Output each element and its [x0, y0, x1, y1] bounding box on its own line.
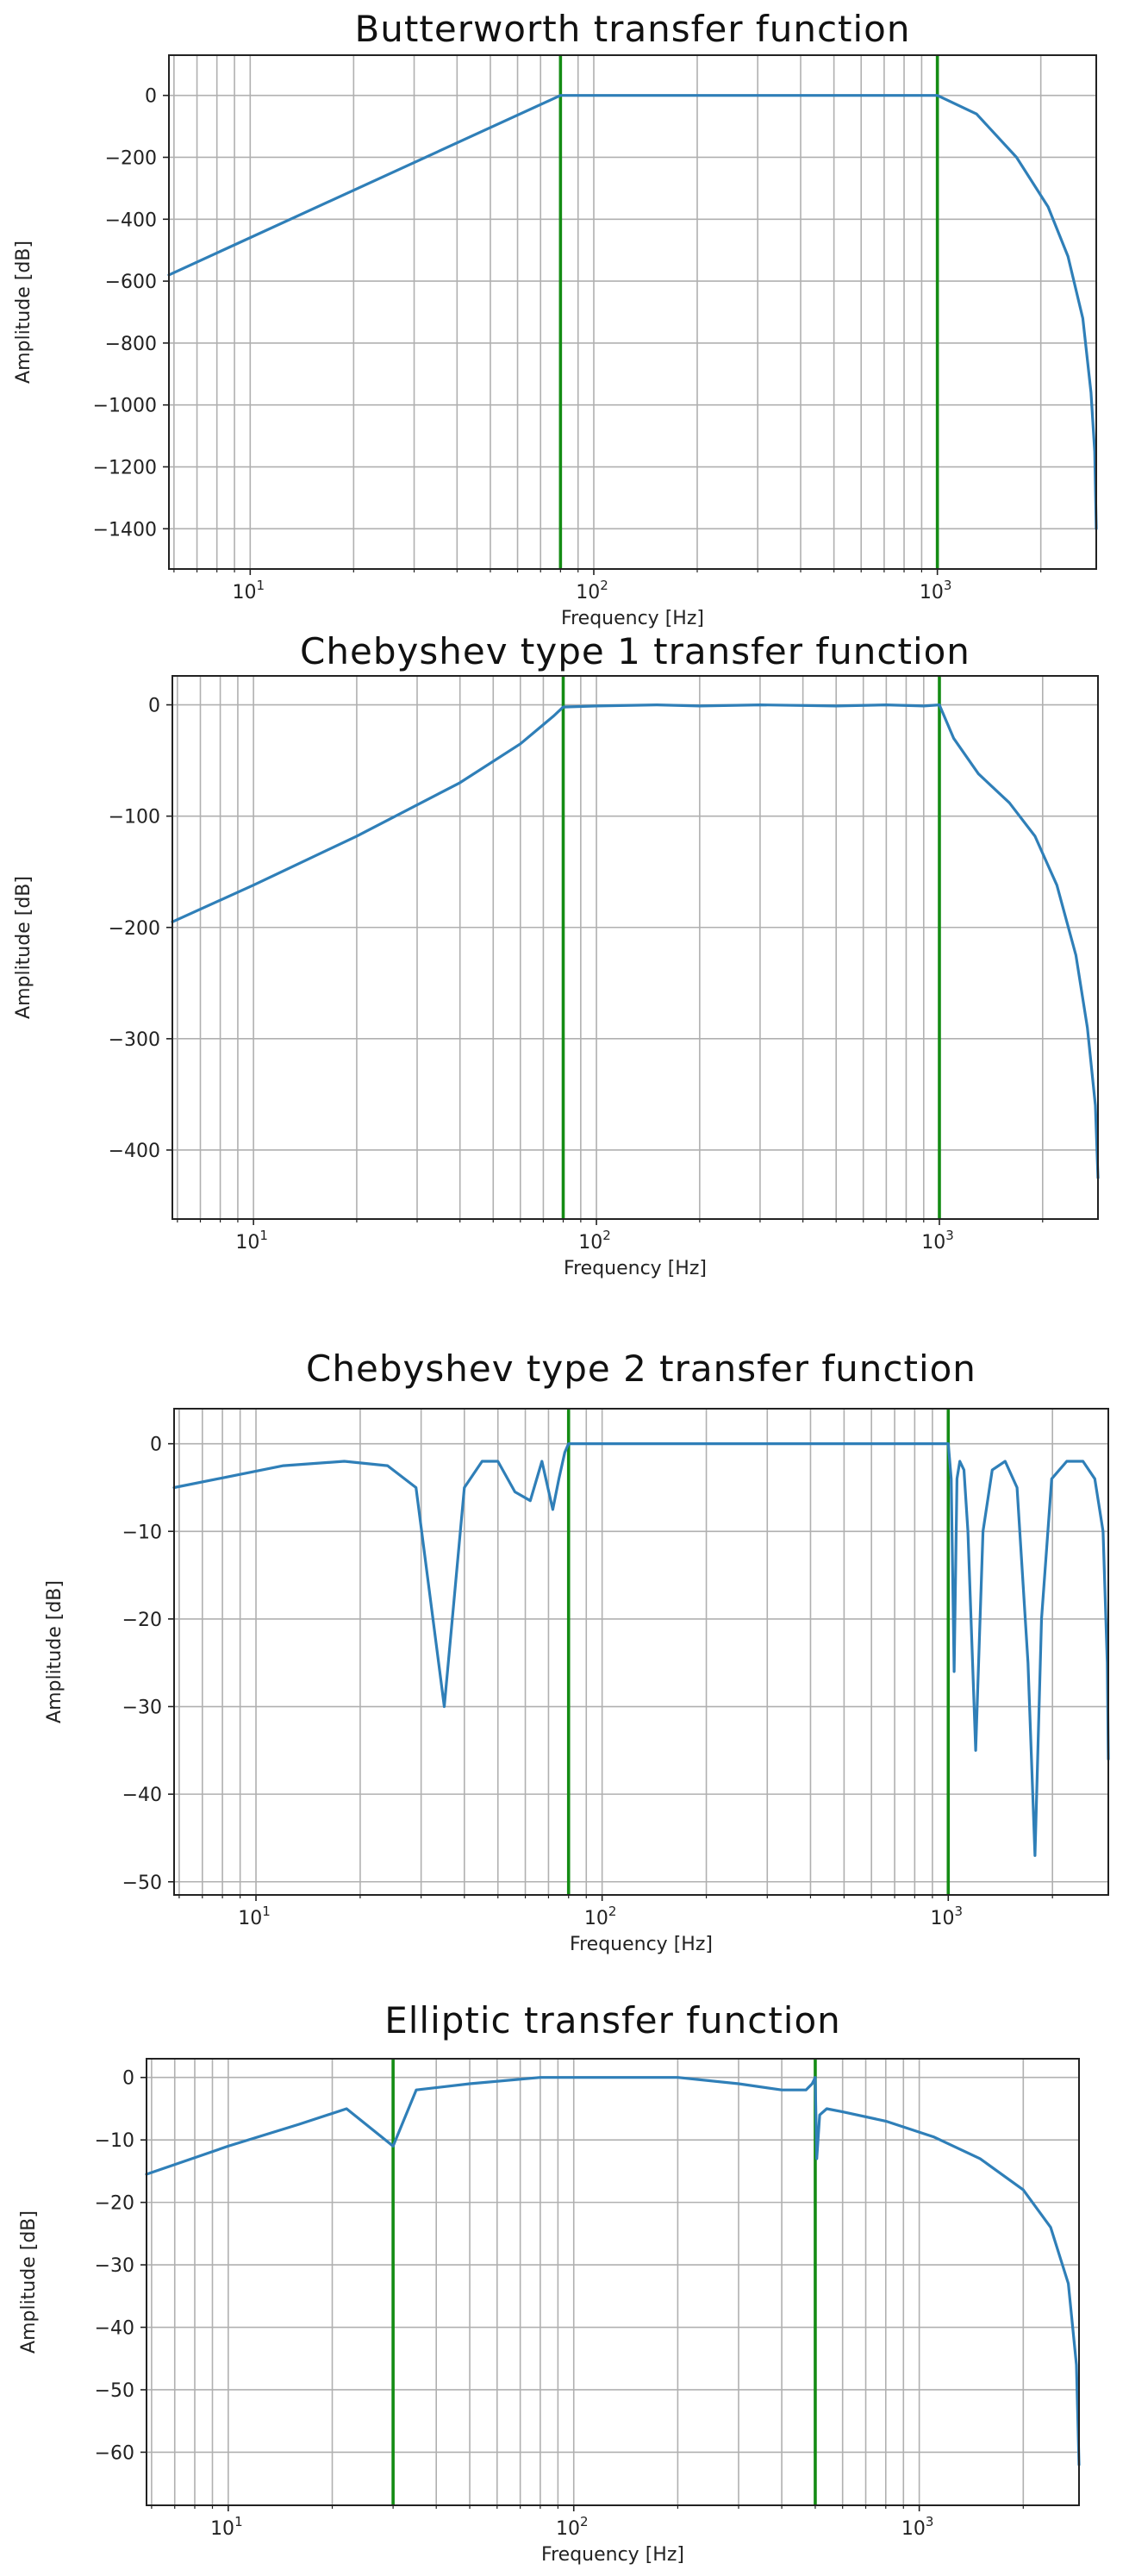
y-tick-label: 0 — [150, 1435, 162, 1456]
chart-2: Chebyshev type 1 transfer function 0 −100 −… — [13, 630, 1100, 1279]
y-tick-label: −100 — [109, 807, 160, 828]
y-tick-label: 0 — [145, 86, 157, 108]
y-tick-label: −40 — [122, 1785, 162, 1806]
x-tick-label: 103 — [931, 1904, 964, 1929]
x-tick-label: 102 — [578, 1228, 611, 1254]
chart-1: Butterworth transfer function 0 −200 −400 −6… — [13, 8, 1098, 629]
plot-frame — [146, 2058, 1080, 2506]
y-tick-label: −60 — [95, 2442, 134, 2464]
y-tick-label: −1000 — [93, 396, 157, 417]
grid — [172, 676, 1098, 1219]
x-tick-label: 103 — [901, 2514, 934, 2540]
y-tick-label: −600 — [105, 272, 157, 293]
x-tick-label: 101 — [238, 1904, 271, 1929]
y-tick-label: −10 — [95, 2130, 134, 2152]
y-tick-label: −50 — [95, 2380, 134, 2402]
x-tick-label: 102 — [584, 1904, 617, 1929]
y-tick-label: −200 — [109, 918, 160, 940]
x-tick-label: 102 — [576, 578, 608, 603]
plot-frame — [172, 675, 1099, 1220]
y-tick-label: −10 — [122, 1522, 162, 1543]
y-tick-label: −300 — [109, 1029, 160, 1051]
chart-title: Butterworth transfer function — [354, 8, 910, 50]
x-axis-label: Frequency [Hz] — [561, 608, 704, 629]
y-tick-label: −1400 — [93, 519, 157, 541]
y-tick-label: −800 — [105, 334, 157, 355]
x-tick-label: 101 — [233, 578, 265, 603]
x-tick-label: 101 — [210, 2514, 243, 2540]
chart-4: Elliptic transfer function 0 −10 −20 −30 −40 −… — [18, 1999, 1081, 2566]
y-tick-label: −1200 — [93, 458, 157, 479]
y-tick-label: −30 — [122, 1698, 162, 1719]
grid — [147, 2059, 1079, 2505]
grid — [174, 1409, 1108, 1895]
plot-frame — [173, 1408, 1109, 1896]
x-axis-label: Frequency [Hz] — [570, 1934, 713, 1955]
x-tick-label: 103 — [920, 578, 952, 603]
series-line — [167, 94, 1098, 530]
y-axis-label: Amplitude [dB] — [18, 2210, 40, 2354]
y-tick-label: −400 — [105, 209, 157, 231]
y-tick-label: −200 — [105, 147, 157, 169]
y-tick-label: −50 — [122, 1873, 162, 1894]
y-tick-label: 0 — [122, 2068, 134, 2090]
y-tick-label: 0 — [148, 696, 160, 717]
series-line — [172, 1441, 1110, 1857]
chart-title: Elliptic transfer function — [384, 1999, 841, 2041]
y-axis-label: Amplitude [dB] — [13, 876, 34, 1019]
grid — [169, 55, 1096, 569]
x-axis-label: Frequency [Hz] — [541, 2544, 684, 2566]
chart-3: Chebyshev type 2 transfer function 0 −10 −2… — [44, 1347, 1110, 1955]
y-tick-label: −20 — [95, 2193, 134, 2215]
series-line — [145, 2076, 1081, 2467]
y-tick-label: −20 — [122, 1610, 162, 1631]
chart-title: Chebyshev type 1 transfer function — [300, 630, 970, 672]
x-tick-label: 101 — [235, 1228, 268, 1254]
x-axis-label: Frequency [Hz] — [564, 1258, 707, 1279]
series-line — [171, 703, 1100, 1179]
y-axis-label: Amplitude [dB] — [44, 1580, 65, 1723]
chart-title: Chebyshev type 2 transfer function — [306, 1347, 976, 1390]
x-tick-label: 103 — [921, 1228, 954, 1254]
y-tick-label: −400 — [109, 1141, 160, 1162]
y-tick-label: −30 — [95, 2255, 134, 2277]
y-axis-label: Amplitude [dB] — [13, 241, 34, 384]
x-tick-label: 102 — [556, 2514, 589, 2540]
y-tick-label: −40 — [95, 2318, 134, 2340]
plot-frame — [168, 54, 1097, 570]
